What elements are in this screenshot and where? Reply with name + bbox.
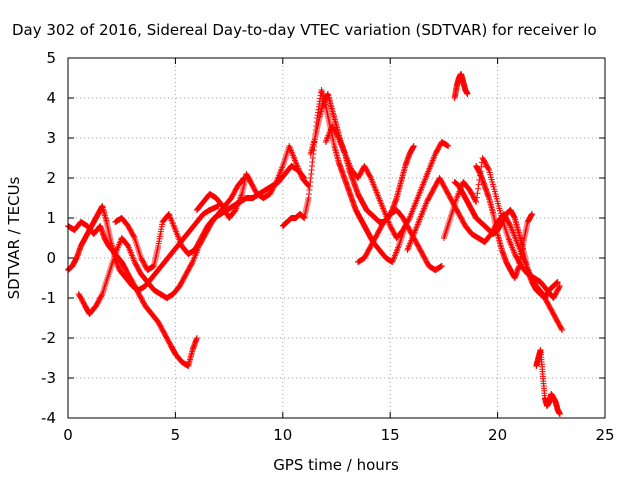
- x-tick-label: 10: [273, 426, 292, 444]
- series-12: [451, 71, 471, 101]
- data-point: [554, 279, 561, 285]
- x-tick-label: 5: [171, 426, 181, 444]
- data-point: [529, 211, 535, 217]
- series-1: [65, 203, 222, 293]
- series-14: [473, 163, 535, 281]
- data-point: [559, 327, 565, 333]
- data-point: [556, 283, 563, 289]
- x-tick-label: 25: [595, 426, 614, 444]
- series-3: [112, 163, 308, 273]
- data-point: [367, 173, 374, 180]
- series-10: [440, 155, 563, 301]
- data-point: [472, 197, 479, 204]
- data-point: [473, 194, 480, 201]
- series-2: [75, 175, 248, 317]
- axis-ticks: 0 5 10 15 20 25 -4 -3 -2 -1 0 1 2 3 4 5: [41, 49, 615, 444]
- series-7: [322, 123, 452, 241]
- y-tick-label: 0: [46, 249, 56, 267]
- data-point: [193, 335, 200, 341]
- series-11: [451, 179, 561, 301]
- data-point: [475, 181, 482, 188]
- y-tick-label: 3: [46, 129, 56, 147]
- data-point: [473, 199, 480, 205]
- data-point: [335, 133, 341, 140]
- y-tick-label: -4: [41, 409, 56, 427]
- x-tick-label: 15: [381, 426, 400, 444]
- series-9: [404, 175, 565, 333]
- data-points: [65, 71, 565, 417]
- series-0: [65, 219, 200, 369]
- data-point: [475, 185, 482, 192]
- y-tick-label: 1: [46, 209, 56, 227]
- y-tick-label: -1: [41, 289, 56, 307]
- x-axis-label: GPS time / hours: [273, 456, 399, 474]
- data-point: [558, 325, 565, 332]
- y-axis-label: SDTVAR / TECUs: [5, 176, 23, 299]
- y-tick-label: 5: [46, 49, 56, 67]
- series-6: [307, 91, 417, 225]
- data-point: [506, 221, 513, 228]
- data-point: [188, 260, 195, 267]
- series-8: [355, 207, 445, 273]
- series-4: [193, 143, 312, 221]
- y-tick-label: 2: [46, 169, 56, 187]
- x-tick-label: 20: [488, 426, 507, 444]
- data-point: [556, 411, 563, 417]
- data-point: [474, 190, 481, 197]
- x-tick-label: 0: [63, 426, 73, 444]
- data-point: [485, 165, 492, 172]
- data-point: [130, 233, 137, 240]
- data-point: [98, 292, 105, 299]
- data-point: [410, 143, 417, 149]
- data-point: [464, 91, 471, 97]
- y-tick-label: -3: [41, 369, 56, 387]
- data-point: [272, 180, 279, 187]
- chart-title: Day 302 of 2016, Sidereal Day-to-day VTE…: [12, 21, 597, 39]
- data-point: [438, 263, 445, 269]
- data-point: [445, 143, 452, 149]
- y-tick-label: 4: [46, 89, 56, 107]
- plot-frame: [67, 57, 606, 419]
- data-point: [556, 284, 563, 291]
- y-tick-label: -2: [41, 329, 56, 347]
- data-point: [405, 216, 412, 223]
- series-13: [533, 347, 563, 417]
